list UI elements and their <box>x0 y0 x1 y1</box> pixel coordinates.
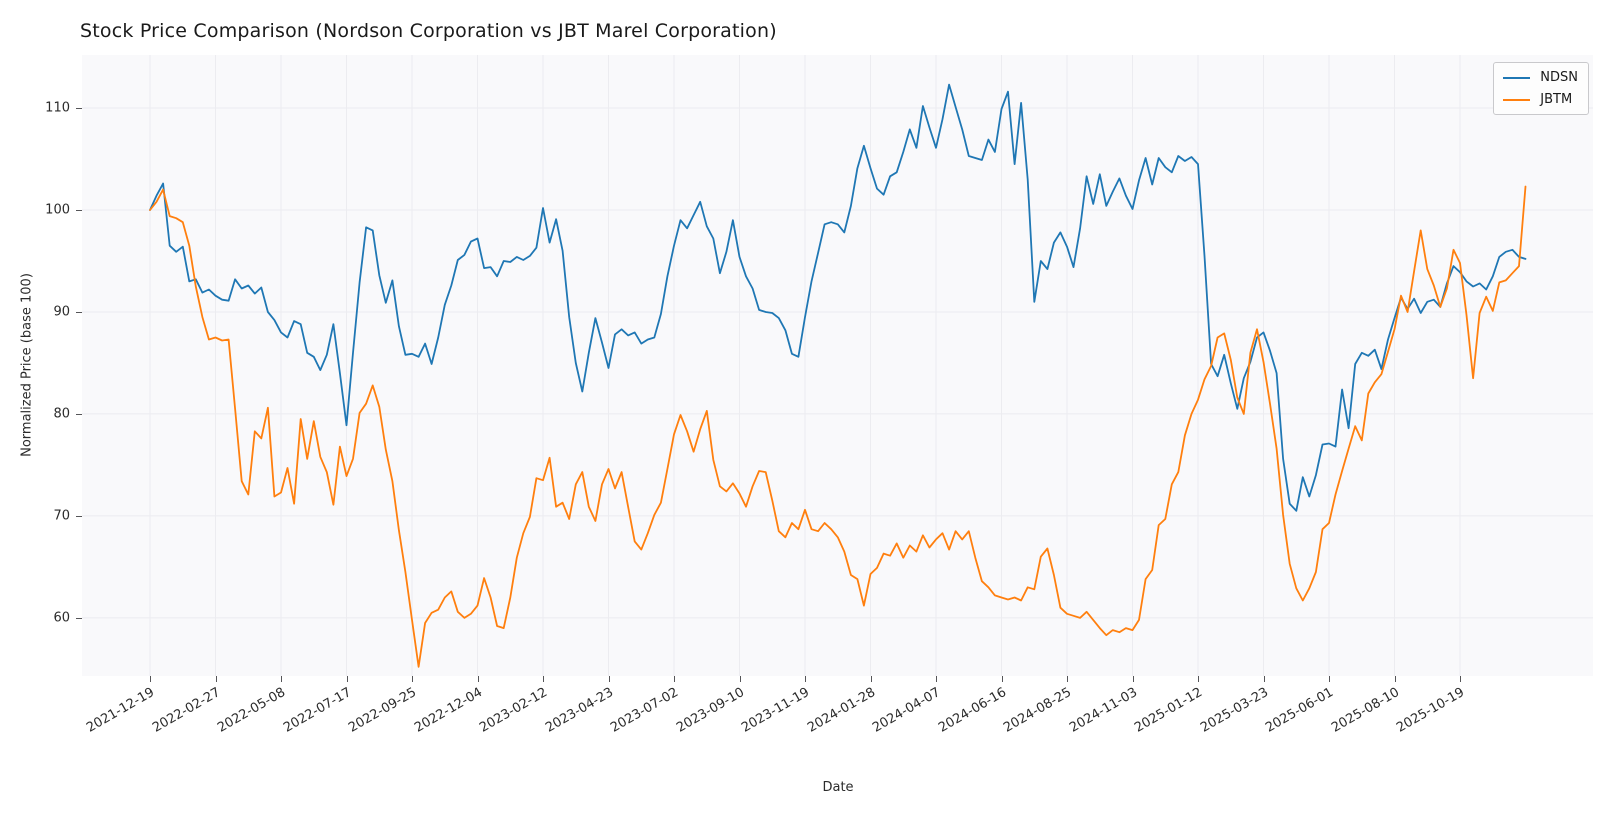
x-axis-label: Date <box>822 780 854 795</box>
legend: NDSN JBTM <box>1493 62 1589 115</box>
legend-item-jbtm: JBTM <box>1503 92 1578 107</box>
x-tick-label: 2024-08-25 <box>1001 685 1075 736</box>
y-tick-mark <box>76 311 82 313</box>
x-tick-mark <box>608 676 610 682</box>
x-tick-mark <box>1394 676 1396 682</box>
y-tick-label: 110 <box>45 100 70 116</box>
x-tick-label: 2024-11-03 <box>1067 685 1140 736</box>
x-tick-label: 2025-08-10 <box>1329 685 1402 736</box>
x-tick-label: 2022-05-08 <box>215 685 289 736</box>
x-tick-mark <box>281 676 282 682</box>
x-tick-label: 2025-01-12 <box>1132 685 1206 736</box>
y-tick-label: 70 <box>53 508 70 524</box>
x-tick-label: 2023-04-23 <box>543 685 616 736</box>
y-tick-mark <box>76 209 82 211</box>
x-tick-label: 2023-07-02 <box>608 685 682 736</box>
x-tick-label: 2022-07-17 <box>281 685 354 736</box>
x-tick-mark <box>215 676 217 682</box>
x-tick-mark <box>870 676 872 682</box>
legend-item-ndsn: NDSN <box>1503 70 1578 85</box>
legend-label: NDSN <box>1540 70 1578 85</box>
x-tick-label: 2023-02-12 <box>477 685 551 736</box>
x-tick-label: 2022-09-25 <box>346 685 420 736</box>
x-tick-label: 2022-12-04 <box>412 685 485 736</box>
y-tick-mark <box>76 413 82 415</box>
x-tick-mark <box>1329 676 1330 682</box>
x-tick-label: 2025-06-01 <box>1263 685 1337 736</box>
x-tick-mark <box>1132 676 1134 682</box>
y-tick-label: 100 <box>45 202 70 218</box>
y-tick-mark <box>76 617 82 619</box>
series-line-ndsn <box>149 83 1527 512</box>
x-tick-mark <box>477 676 479 682</box>
jbtm-line-swatch <box>1503 98 1531 101</box>
x-tick-mark <box>150 676 151 682</box>
gridlines <box>82 55 1593 676</box>
y-tick-mark <box>76 108 82 110</box>
chart-canvas <box>82 55 1593 676</box>
x-tick-label: 2022-02-27 <box>150 685 223 736</box>
x-tick-label: 2024-06-16 <box>936 685 1009 736</box>
y-tick-label: 80 <box>53 406 70 422</box>
plot-area <box>82 55 1593 676</box>
y-axis-label: Normalized Price (base 100) <box>19 273 35 457</box>
x-tick-label: 2024-04-07 <box>870 685 944 736</box>
x-tick-mark <box>1263 676 1265 682</box>
x-tick-mark <box>543 676 544 682</box>
series-line-jbtm <box>149 185 1527 668</box>
x-tick-mark <box>1460 676 1461 682</box>
x-tick-mark <box>1001 676 1003 682</box>
x-tick-mark <box>1198 676 1199 682</box>
chart-title: Stock Price Comparison (Nordson Corporat… <box>80 20 777 42</box>
x-tick-mark <box>805 676 806 682</box>
x-tick-mark <box>739 676 741 682</box>
x-tick-label: 2023-09-10 <box>674 685 747 736</box>
x-tick-mark <box>674 676 675 682</box>
y-tick-label: 90 <box>53 304 70 320</box>
x-tick-mark <box>1067 676 1068 682</box>
x-tick-mark <box>412 676 413 682</box>
x-tick-label: 2021-12-19 <box>84 685 158 736</box>
legend-label: JBTM <box>1540 92 1573 107</box>
x-tick-label: 2024-01-28 <box>805 685 878 736</box>
x-tick-mark <box>346 676 348 682</box>
x-tick-mark <box>936 676 937 682</box>
y-tick-label: 60 <box>53 610 70 626</box>
x-tick-label: 2025-03-23 <box>1198 685 1271 736</box>
x-tick-label: 2023-11-19 <box>739 685 813 736</box>
x-tick-label: 2025-10-19 <box>1394 685 1468 736</box>
ndsn-line-swatch <box>1503 76 1531 79</box>
y-tick-mark <box>76 515 82 517</box>
